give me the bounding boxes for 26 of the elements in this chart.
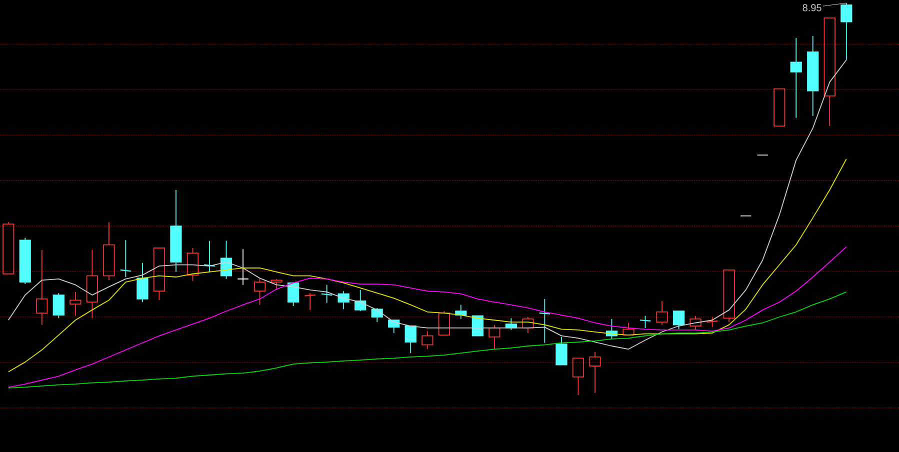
annotation: 8.95 <box>802 4 822 12</box>
candlestick <box>589 351 601 394</box>
candlestick <box>136 262 148 303</box>
candlestick <box>472 315 484 336</box>
candlestick <box>774 88 786 127</box>
candlestick <box>237 248 249 286</box>
candlestick <box>422 330 434 350</box>
candlestick <box>572 358 584 396</box>
candlestick <box>170 190 182 272</box>
candlestick <box>388 320 400 334</box>
candlestick <box>538 298 551 344</box>
candlestick <box>320 284 333 304</box>
candlestick <box>404 326 416 354</box>
candlestick <box>455 304 467 320</box>
candlestick <box>103 222 115 281</box>
candlestick <box>790 37 802 118</box>
candlestick <box>656 300 668 326</box>
candlestick <box>153 248 166 301</box>
candlestick <box>86 250 98 319</box>
candlestick <box>204 240 216 272</box>
candlestick <box>807 35 819 116</box>
candlestick <box>723 270 735 323</box>
candlestick <box>824 17 836 127</box>
candlestick <box>36 250 48 326</box>
candlestick <box>70 291 82 316</box>
candlestick <box>304 292 316 310</box>
